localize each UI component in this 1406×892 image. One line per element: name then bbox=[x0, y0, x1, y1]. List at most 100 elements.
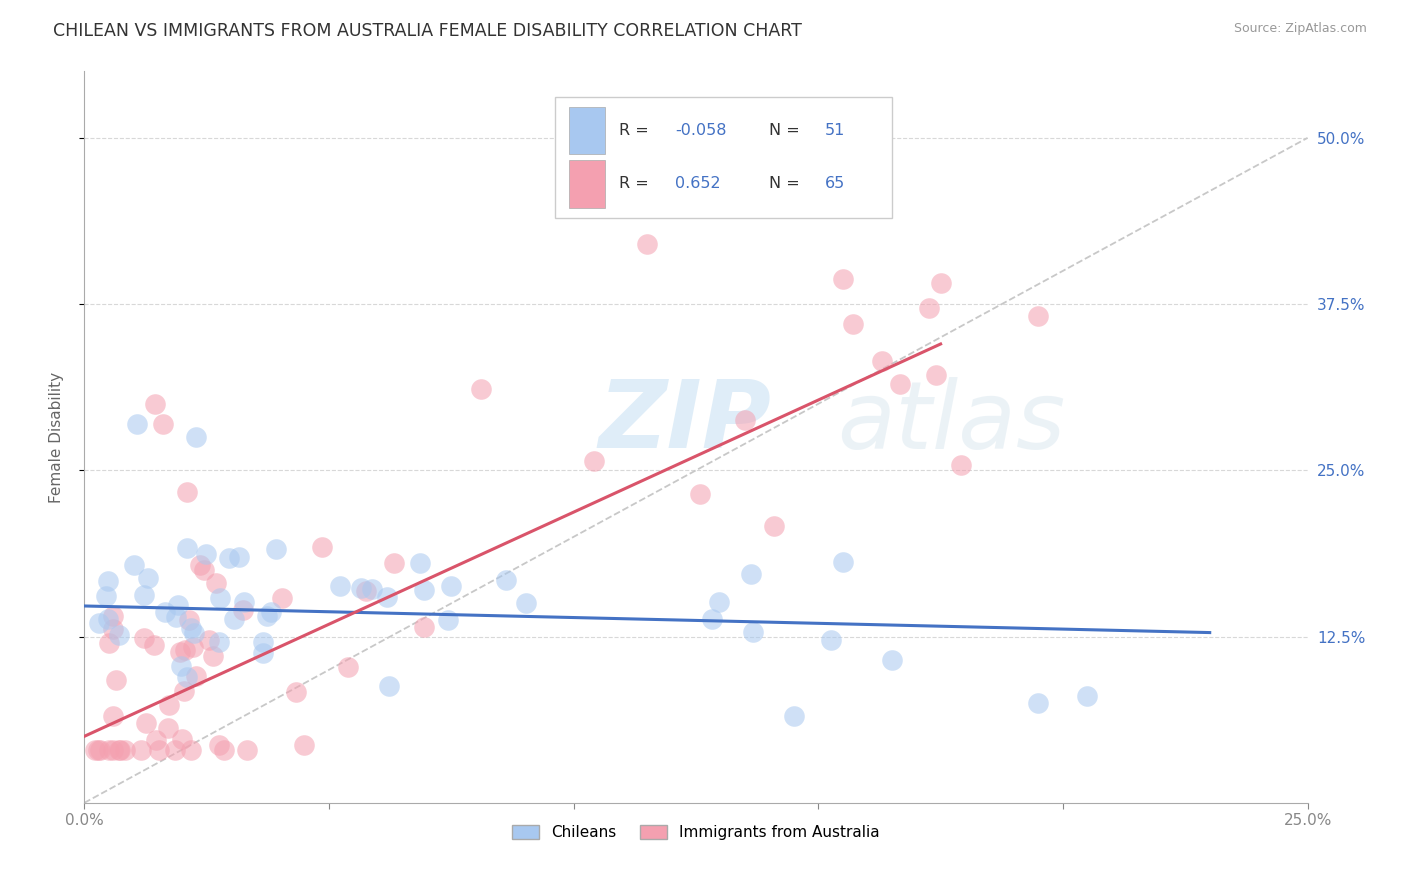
Point bbox=[198, 632, 221, 647]
Point bbox=[734, 413, 756, 427]
Point bbox=[87, 615, 110, 630]
Point bbox=[440, 579, 463, 593]
Point bbox=[143, 397, 166, 411]
Point bbox=[183, 626, 205, 640]
Point bbox=[264, 541, 287, 556]
Point bbox=[101, 709, 124, 723]
Text: atlas: atlas bbox=[837, 377, 1064, 468]
Text: N =: N = bbox=[769, 177, 806, 192]
Point bbox=[361, 582, 384, 597]
Point bbox=[108, 742, 131, 756]
Text: ZIP: ZIP bbox=[598, 376, 770, 468]
Point bbox=[842, 317, 865, 331]
Point bbox=[889, 377, 911, 392]
Point bbox=[311, 540, 333, 554]
Point bbox=[122, 558, 145, 573]
Point bbox=[413, 582, 436, 597]
Point bbox=[180, 621, 202, 635]
Y-axis label: Female Disability: Female Disability bbox=[49, 371, 63, 503]
Point bbox=[636, 237, 658, 252]
Point bbox=[97, 612, 120, 626]
Text: -0.058: -0.058 bbox=[675, 123, 727, 138]
Point bbox=[831, 556, 853, 570]
Point bbox=[763, 519, 786, 533]
Point bbox=[153, 605, 176, 619]
Text: R =: R = bbox=[619, 177, 654, 192]
Point bbox=[176, 670, 198, 684]
Point bbox=[84, 742, 107, 756]
Point bbox=[284, 684, 307, 698]
Point bbox=[929, 276, 952, 290]
Point bbox=[170, 658, 193, 673]
Point bbox=[212, 742, 235, 756]
Point bbox=[165, 610, 187, 624]
Point bbox=[689, 487, 711, 501]
Point bbox=[188, 558, 211, 573]
Point bbox=[209, 591, 232, 606]
Point bbox=[201, 648, 224, 663]
Point bbox=[271, 591, 294, 606]
Point bbox=[783, 709, 806, 723]
Point bbox=[950, 458, 973, 472]
Point bbox=[101, 608, 124, 623]
Point bbox=[740, 567, 762, 582]
Point bbox=[131, 742, 153, 756]
Point bbox=[169, 645, 191, 659]
Point bbox=[252, 646, 274, 660]
Point bbox=[98, 742, 121, 756]
Point bbox=[232, 602, 254, 616]
Point bbox=[470, 382, 492, 396]
Point bbox=[236, 742, 259, 756]
Point bbox=[1028, 309, 1050, 323]
Point bbox=[870, 354, 893, 368]
Point bbox=[152, 417, 174, 431]
Point bbox=[256, 609, 278, 624]
Point bbox=[87, 742, 110, 756]
Text: 65: 65 bbox=[824, 177, 845, 192]
Point bbox=[292, 738, 315, 752]
Point bbox=[105, 673, 128, 687]
Point bbox=[495, 573, 517, 587]
Point bbox=[925, 368, 948, 382]
Text: R =: R = bbox=[619, 123, 654, 138]
Point bbox=[207, 635, 229, 649]
Point bbox=[157, 698, 180, 712]
Point bbox=[143, 638, 166, 652]
Point bbox=[707, 595, 730, 609]
Text: 51: 51 bbox=[824, 123, 845, 138]
Point bbox=[205, 575, 228, 590]
Point bbox=[378, 679, 401, 693]
Legend: Chileans, Immigrants from Australia: Chileans, Immigrants from Australia bbox=[506, 819, 886, 847]
Point bbox=[165, 742, 187, 756]
Point bbox=[413, 620, 436, 634]
Text: Source: ZipAtlas.com: Source: ZipAtlas.com bbox=[1233, 22, 1367, 36]
Point bbox=[176, 541, 198, 556]
Point bbox=[108, 627, 131, 641]
Point bbox=[232, 595, 254, 609]
FancyBboxPatch shape bbox=[569, 161, 606, 208]
Point bbox=[176, 484, 198, 499]
Point bbox=[918, 301, 941, 316]
Point bbox=[350, 582, 373, 596]
Point bbox=[1076, 690, 1098, 704]
Point bbox=[382, 556, 405, 570]
Point bbox=[172, 731, 194, 746]
Point bbox=[329, 579, 352, 593]
Point bbox=[179, 613, 201, 627]
Point bbox=[136, 571, 159, 585]
Point bbox=[96, 574, 118, 588]
Point bbox=[157, 721, 180, 735]
Point bbox=[97, 635, 120, 649]
FancyBboxPatch shape bbox=[569, 107, 606, 154]
Point bbox=[108, 742, 131, 756]
Point bbox=[180, 742, 202, 756]
Point bbox=[181, 640, 204, 654]
Point bbox=[103, 742, 125, 756]
Point bbox=[260, 605, 283, 619]
Point bbox=[173, 684, 195, 698]
Point bbox=[96, 590, 118, 604]
Point bbox=[194, 547, 217, 561]
Point bbox=[148, 742, 170, 756]
Point bbox=[101, 622, 124, 636]
Point bbox=[515, 596, 537, 610]
